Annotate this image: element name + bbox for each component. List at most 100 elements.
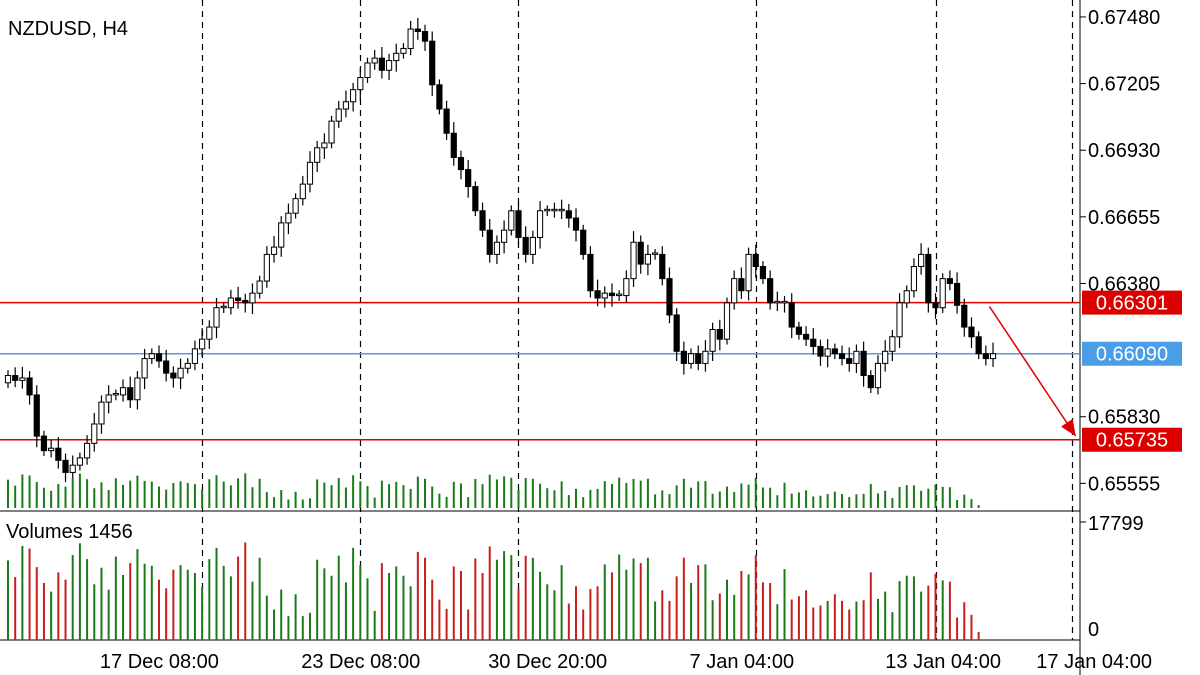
time-label: 13 Jan 04:00 <box>885 651 1001 673</box>
candle-body <box>918 253 925 268</box>
bullish-candle <box>889 329 896 361</box>
bullish-candle <box>918 243 925 275</box>
candle-body <box>457 156 465 171</box>
bullish-candle <box>306 151 314 193</box>
bearish-candle <box>695 345 702 371</box>
candle-body <box>256 280 263 294</box>
candle-body <box>148 353 155 360</box>
candle-body <box>860 350 867 377</box>
candle-body <box>421 30 429 42</box>
bearish-candle <box>12 367 19 388</box>
bearish-candle <box>673 308 680 361</box>
bullish-candle <box>184 358 191 374</box>
candle-body <box>652 252 659 255</box>
candle-body <box>98 401 105 425</box>
candle-body <box>630 241 637 280</box>
bearish-candle <box>637 235 644 274</box>
bearish-candle <box>932 293 939 319</box>
candle-body <box>853 350 860 364</box>
candle-body <box>450 132 457 158</box>
candles <box>4 17 997 484</box>
candle-body <box>723 302 731 340</box>
candle-body <box>903 290 910 304</box>
bearish-candle <box>975 331 982 360</box>
candle-body <box>910 266 918 292</box>
candle-body <box>580 229 587 255</box>
bullish-candle <box>400 43 407 59</box>
candle-body <box>932 302 939 309</box>
bearish-candle <box>155 345 163 368</box>
candle-body <box>522 236 529 255</box>
bullish-candle <box>493 235 501 265</box>
candle-body <box>184 362 191 369</box>
bearish-candle <box>378 47 385 79</box>
candle-body <box>738 278 745 292</box>
bullish-candle <box>616 290 623 301</box>
time-label: 17 Jan 04:00 <box>1036 651 1152 673</box>
candle-body <box>968 326 975 338</box>
candle-body <box>91 423 98 444</box>
bearish-candle <box>795 321 802 340</box>
price-tick-label: 0.65555 <box>1088 473 1160 495</box>
candle-body <box>608 292 616 297</box>
bearish-candle <box>450 122 457 166</box>
bullish-candle <box>903 285 910 309</box>
bullish-candle <box>148 348 155 364</box>
level-tag <box>1082 427 1182 452</box>
bearish-candle <box>666 267 673 324</box>
bullish-candle <box>220 302 227 314</box>
candle-body <box>83 442 91 459</box>
candle-body <box>572 217 580 231</box>
bearish-candle <box>170 366 177 388</box>
candle-body <box>285 212 292 224</box>
bearish-candle <box>421 24 429 51</box>
candle-body <box>48 447 55 452</box>
price-tick-label: 0.66380 <box>1088 273 1160 295</box>
bearish-candle <box>608 283 616 307</box>
bullish-candle <box>910 258 918 298</box>
candle-body <box>623 278 630 297</box>
bullish-candle <box>745 247 752 301</box>
bearish-candle <box>55 437 62 469</box>
candle-body <box>946 278 953 284</box>
level-tag-label: 0.65735 <box>1096 430 1168 452</box>
main-panel-volume-bars <box>7 473 980 508</box>
candle-body <box>831 348 838 355</box>
candle-body <box>788 302 795 328</box>
bearish-candle <box>925 247 932 313</box>
bullish-candle <box>623 270 630 303</box>
candle-body <box>206 326 213 340</box>
candle-body <box>314 147 321 163</box>
forecast-arrow <box>988 306 1077 437</box>
candle-body <box>882 350 889 364</box>
candle-body <box>896 302 903 338</box>
bullish-candle <box>702 340 709 372</box>
bullish-candle <box>882 340 889 372</box>
candle-body <box>134 377 141 401</box>
candle-body <box>393 52 400 62</box>
bullish-candle <box>536 201 544 249</box>
bullish-candle <box>134 371 141 410</box>
bullish-candle <box>177 358 184 390</box>
bullish-candle <box>206 320 213 349</box>
candle-body <box>810 338 817 347</box>
bearish-candle <box>522 226 529 263</box>
candle-body <box>155 353 163 362</box>
bullish-candle <box>285 203 292 235</box>
bullish-candle <box>91 412 98 452</box>
candle-body <box>234 297 242 301</box>
bullish-candle <box>314 141 321 173</box>
candle-body <box>242 299 249 304</box>
candle-body <box>407 28 414 49</box>
bearish-candle <box>565 204 572 228</box>
volume-panel-label: Volumes 1456 <box>6 521 133 543</box>
candle-body <box>486 229 493 255</box>
candle-body <box>702 350 709 364</box>
bullish-candle <box>874 355 882 395</box>
candle-body <box>767 278 774 304</box>
bearish-candle <box>515 202 522 245</box>
bullish-candle <box>270 235 278 263</box>
bullish-candle <box>529 230 536 265</box>
candle-body <box>953 282 961 306</box>
bearish-candle <box>838 345 846 366</box>
